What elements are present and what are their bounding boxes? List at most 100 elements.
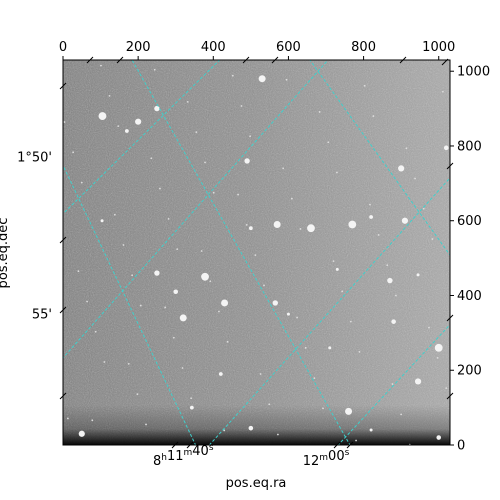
source-35	[335, 267, 339, 271]
ra-tick-label-0: 8h11m40s	[153, 443, 214, 469]
faint-source	[131, 274, 134, 277]
right-tick-label: 800	[457, 139, 482, 154]
source-3	[348, 220, 357, 229]
plot-frame	[62, 59, 451, 446]
frame-grid-tick	[446, 314, 454, 322]
source-23	[135, 118, 142, 125]
right-tick-label: 0	[457, 439, 465, 454]
source-34	[221, 299, 229, 307]
faint-source	[386, 264, 389, 267]
faint-source	[436, 357, 439, 359]
faint-source	[127, 362, 130, 365]
faint-source	[363, 84, 366, 87]
faint-source	[176, 248, 179, 251]
faint-source	[226, 340, 229, 343]
source-16	[401, 217, 409, 224]
frame-grid-tick	[346, 441, 354, 449]
x-axis-title: pos.eq.ra	[226, 476, 287, 491]
frame-grid-tick	[441, 58, 449, 66]
source-19	[244, 158, 250, 164]
right-tick-label: 600	[457, 214, 482, 229]
ra-axis: 8h11m40s 12m00s	[59, 56, 454, 469]
faint-source	[136, 393, 139, 396]
faint-source	[80, 181, 83, 184]
y-axis-title: pos.eq.dec	[0, 218, 11, 289]
frame-grid-tick	[446, 392, 454, 400]
faint-source	[86, 300, 88, 303]
frame-grid-tick	[116, 56, 124, 64]
source-4	[248, 226, 253, 231]
faint-source	[290, 197, 293, 200]
faint-source	[431, 238, 434, 240]
faint-source	[391, 383, 394, 385]
source-11	[218, 372, 223, 376]
faint-source	[336, 171, 338, 174]
faint-source	[341, 290, 344, 293]
faint-source	[263, 284, 265, 287]
frame-grid-tick	[59, 306, 67, 314]
faint-source	[94, 330, 97, 333]
grid-line-5	[208, 177, 450, 445]
source-9	[414, 378, 422, 385]
source-32	[369, 215, 373, 219]
frame-grid-tick	[399, 56, 407, 64]
faint-source	[240, 105, 243, 107]
faint-source	[108, 94, 111, 97]
faint-source	[422, 207, 425, 210]
faint-source	[66, 417, 69, 420]
faint-source	[190, 397, 193, 400]
faint-source	[372, 115, 375, 117]
source-8	[436, 435, 442, 440]
faint-source	[139, 304, 142, 307]
faint-source	[91, 419, 94, 422]
faint-source	[322, 407, 324, 410]
faint-source	[204, 161, 206, 164]
source-25	[124, 129, 129, 133]
faint-source	[313, 377, 316, 379]
faint-source	[145, 423, 147, 426]
source-26	[387, 277, 393, 284]
faint-source	[318, 111, 321, 113]
source-5	[154, 270, 160, 276]
faint-source	[167, 217, 170, 220]
top-tick-label: 800	[351, 40, 376, 55]
faint-source	[164, 306, 167, 309]
faint-source	[358, 351, 361, 353]
faint-source	[63, 121, 66, 123]
source-28	[416, 273, 420, 277]
faint-source	[113, 213, 116, 216]
faint-source	[150, 157, 153, 160]
right-axis: 0 200 400 600 800 1000	[450, 65, 490, 454]
right-tick-label: 400	[457, 289, 482, 304]
source-22	[173, 289, 179, 295]
frame-grid-tick	[242, 56, 250, 64]
faint-source	[445, 387, 448, 390]
faint-source	[181, 367, 184, 369]
right-tick-label: 1000	[457, 65, 490, 80]
source-13	[258, 75, 266, 83]
faint-source	[77, 270, 80, 273]
faint-source	[72, 151, 75, 154]
faint-source	[195, 131, 198, 134]
faint-source	[237, 193, 239, 196]
faint-source	[231, 74, 234, 77]
faint-source	[377, 234, 380, 236]
faint-source	[369, 203, 371, 206]
faint-source	[200, 250, 203, 252]
source-0	[100, 219, 104, 223]
faint-source	[103, 361, 106, 363]
source-30	[78, 430, 85, 437]
grid-line-6	[337, 323, 450, 445]
source-33	[154, 105, 160, 112]
grid-line-3	[63, 60, 329, 359]
faint-source	[259, 373, 262, 375]
frame-grid-tick	[59, 82, 67, 90]
faint-source	[100, 64, 102, 67]
frame-grid-tick	[186, 441, 194, 449]
faint-source	[304, 346, 307, 349]
faint-source	[299, 228, 302, 230]
source-20	[179, 314, 187, 322]
faint-source	[296, 316, 298, 319]
frame-grid-tick	[59, 392, 67, 400]
source-31	[434, 343, 443, 352]
